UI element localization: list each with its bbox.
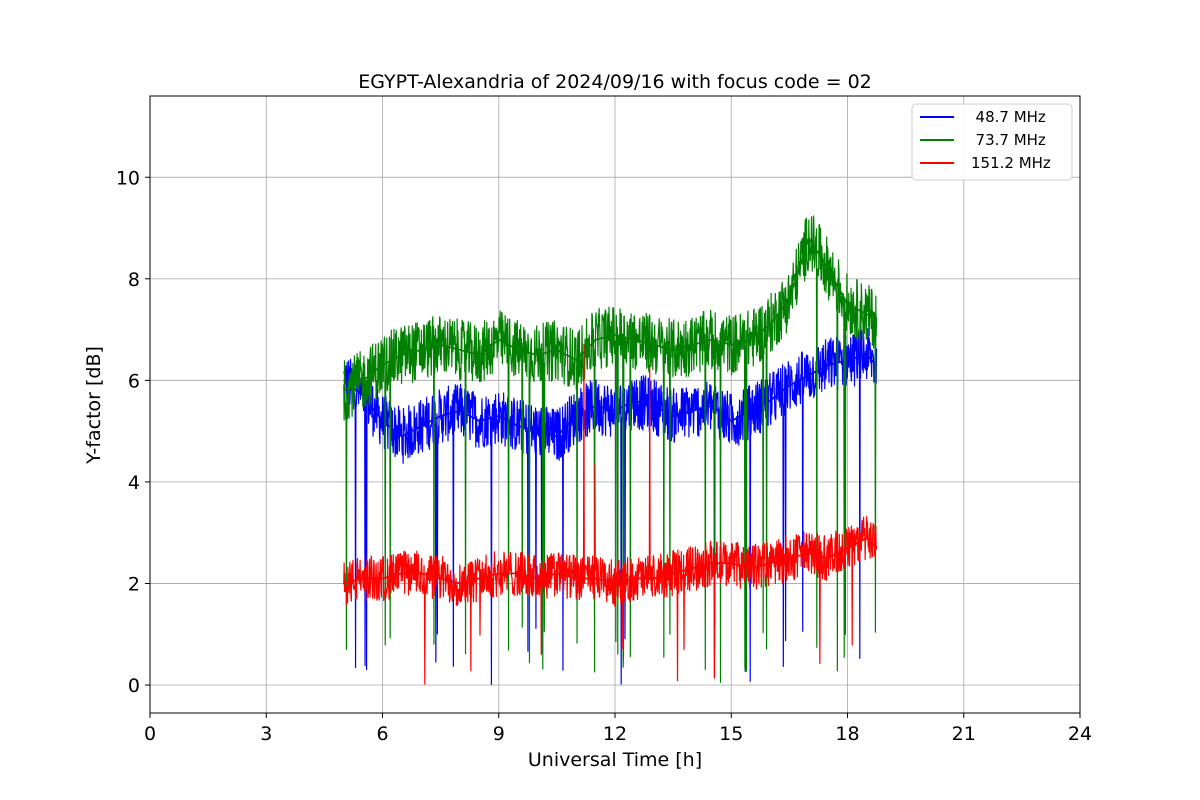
- x-tick-label: 21: [952, 723, 976, 745]
- y-tick-label: 4: [128, 472, 140, 494]
- series-trace-0: [343, 327, 878, 685]
- y-tick-label: 2: [128, 574, 140, 596]
- legend-entry-151-2: 151.2 MHz: [920, 154, 1051, 172]
- y-tick-label: 8: [128, 269, 140, 291]
- legend-label-48-7: 48.7 MHz: [966, 108, 1046, 126]
- x-tick-label: 6: [376, 723, 388, 745]
- series-line-1: [343, 236, 877, 392]
- legend: 48.7 MHz 73.7 MHz 151.2 MHz: [911, 103, 1073, 181]
- y-tick-label: 6: [128, 370, 140, 392]
- y-tick-label: 0: [128, 675, 140, 697]
- legend-label-73-7: 73.7 MHz: [966, 131, 1046, 149]
- y-tick-label: 10: [116, 167, 140, 189]
- series-layer: [343, 215, 878, 685]
- x-tick-label: 12: [603, 723, 627, 745]
- x-axis-label: Universal Time [h]: [528, 749, 702, 771]
- x-tick-label: 18: [835, 723, 859, 745]
- y-axis-ticks: 0 2 4 6 8 10: [116, 167, 150, 697]
- series-trace-2: [343, 343, 878, 685]
- y-axis-label: Y-factor [dB]: [83, 346, 105, 465]
- chart-title: EGYPT-Alexandria of 2024/09/16 with focu…: [358, 71, 872, 93]
- legend-entry-48-7: 48.7 MHz: [920, 108, 1046, 126]
- series-trace-1: [343, 215, 878, 684]
- x-axis-ticks: 0 3 6 9 12 15 18 21 24: [144, 713, 1092, 745]
- x-tick-label: 3: [260, 723, 272, 745]
- legend-box: [911, 103, 1073, 181]
- legend-entry-73-7: 73.7 MHz: [920, 131, 1046, 149]
- x-tick-label: 9: [493, 723, 505, 745]
- legend-label-151-2: 151.2 MHz: [971, 154, 1051, 172]
- x-tick-label: 24: [1068, 723, 1092, 745]
- x-tick-label: 0: [144, 723, 156, 745]
- series-line-2: [343, 536, 878, 585]
- x-tick-label: 15: [719, 723, 743, 745]
